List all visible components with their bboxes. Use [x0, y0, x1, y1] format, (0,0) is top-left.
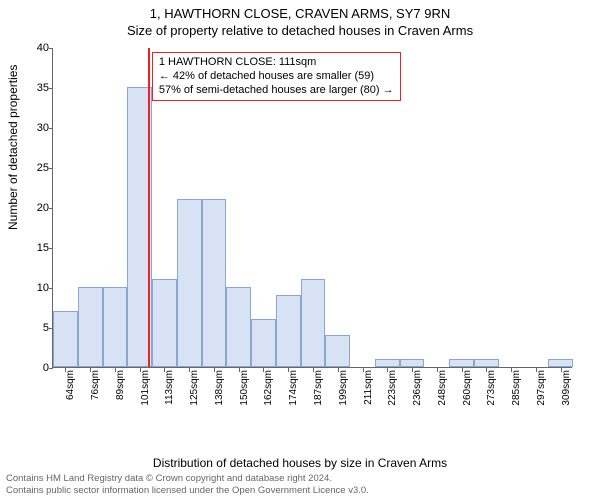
x-tick-label: 285sqm: [511, 370, 522, 410]
histogram-bar: [325, 335, 350, 367]
x-tick-label: 297sqm: [536, 370, 547, 410]
plot-region: 051015202530354064sqm76sqm89sqm101sqm113…: [52, 48, 572, 368]
y-tick-label: 5: [23, 322, 49, 334]
x-tick-label: 223sqm: [387, 370, 398, 410]
x-tick-label: 89sqm: [115, 370, 126, 410]
annotation-line: ← 42% of detached houses are smaller (59…: [159, 70, 394, 84]
y-tick-mark: [49, 288, 53, 289]
x-tick-label: 187sqm: [313, 370, 324, 410]
x-tick-label: 199sqm: [338, 370, 349, 410]
histogram-bar: [548, 359, 573, 367]
annotation-box: 1 HAWTHORN CLOSE: 111sqm← 42% of detache…: [152, 52, 401, 101]
histogram-bar: [202, 199, 227, 367]
x-tick-label: 260sqm: [462, 370, 473, 410]
marker-line: [148, 48, 150, 367]
x-tick-label: 273sqm: [486, 370, 497, 410]
x-tick-label: 76sqm: [90, 370, 101, 410]
y-tick-mark: [49, 368, 53, 369]
histogram-bar: [103, 287, 128, 367]
x-tick-label: 162sqm: [263, 370, 274, 410]
x-tick-label: 174sqm: [288, 370, 299, 410]
y-tick-mark: [49, 128, 53, 129]
y-tick-mark: [49, 88, 53, 89]
x-tick-label: 64sqm: [65, 370, 76, 410]
y-tick-label: 35: [23, 82, 49, 94]
histogram-bar: [375, 359, 400, 367]
y-tick-label: 40: [23, 42, 49, 54]
annotation-line: 1 HAWTHORN CLOSE: 111sqm: [159, 56, 394, 70]
y-tick-label: 20: [23, 202, 49, 214]
x-axis-label: Distribution of detached houses by size …: [0, 456, 600, 470]
footer-line-2: Contains public sector information licen…: [6, 485, 369, 496]
y-tick-mark: [49, 248, 53, 249]
y-tick-label: 10: [23, 282, 49, 294]
chart-area: 051015202530354064sqm76sqm89sqm101sqm113…: [52, 48, 572, 416]
x-tick-label: 248sqm: [437, 370, 448, 410]
histogram-bar: [474, 359, 499, 367]
y-tick-mark: [49, 168, 53, 169]
histogram-bar: [276, 295, 301, 367]
histogram-bar: [152, 279, 177, 367]
x-tick-label: 125sqm: [189, 370, 200, 410]
x-tick-label: 150sqm: [239, 370, 250, 410]
annotation-line: 57% of semi-detached houses are larger (…: [159, 84, 394, 98]
chart-title-sub: Size of property relative to detached ho…: [0, 23, 600, 38]
x-tick-label: 211sqm: [363, 370, 374, 410]
y-tick-mark: [49, 208, 53, 209]
histogram-bar: [400, 359, 425, 367]
x-tick-label: 113sqm: [164, 370, 175, 410]
x-tick-label: 138sqm: [214, 370, 225, 410]
histogram-bar: [251, 319, 276, 367]
x-tick-label: 101sqm: [140, 370, 151, 410]
y-tick-label: 30: [23, 122, 49, 134]
y-axis-label: Number of detached properties: [6, 65, 20, 230]
chart-title-main: 1, HAWTHORN CLOSE, CRAVEN ARMS, SY7 9RN: [0, 6, 600, 21]
y-tick-label: 15: [23, 242, 49, 254]
histogram-bar: [78, 287, 103, 367]
y-tick-label: 25: [23, 162, 49, 174]
histogram-bar: [226, 287, 251, 367]
x-tick-label: 309sqm: [561, 370, 572, 410]
histogram-bar: [53, 311, 78, 367]
x-tick-label: 236sqm: [412, 370, 423, 410]
histogram-bar: [177, 199, 202, 367]
footer-line-1: Contains HM Land Registry data © Crown c…: [6, 473, 369, 484]
attribution-footer: Contains HM Land Registry data © Crown c…: [6, 473, 369, 496]
y-tick-mark: [49, 48, 53, 49]
y-tick-label: 0: [23, 362, 49, 374]
histogram-bar: [301, 279, 326, 367]
histogram-bar: [449, 359, 474, 367]
